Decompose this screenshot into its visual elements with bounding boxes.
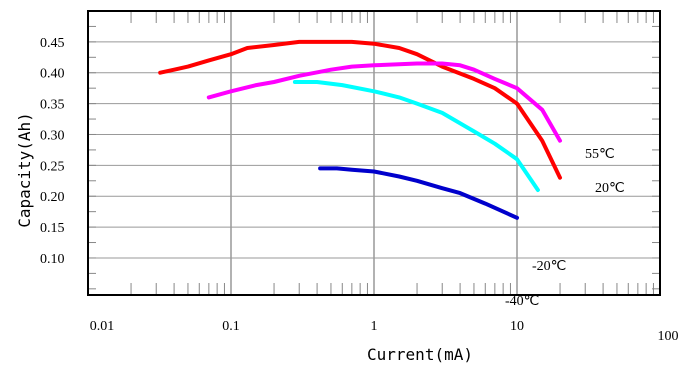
x-tick-labels: 0.01 0.1 1 10 100 bbox=[90, 319, 679, 344]
y-axis-title: Capacity(Ah) bbox=[15, 112, 34, 228]
x-tick-label: 1 bbox=[371, 319, 378, 334]
x-axis-title: Current(mA) bbox=[367, 345, 473, 364]
series-labels: 20℃ 55℃ -20℃ -40℃ bbox=[505, 147, 625, 309]
series-lines bbox=[158, 39, 562, 220]
series-label-3: -40℃ bbox=[505, 294, 539, 309]
grid bbox=[87, 11, 661, 295]
y-tick-labels: 0.10 0.15 0.20 0.25 0.30 0.35 0.40 0.45 bbox=[40, 36, 65, 267]
series-line-2 bbox=[292, 80, 540, 192]
x-tick-label: 10 bbox=[510, 319, 524, 334]
series-label-2: -20℃ bbox=[532, 259, 566, 274]
y-tick-label: 0.25 bbox=[40, 159, 65, 174]
y-tick-label: 0.15 bbox=[40, 221, 65, 236]
y-tick-label: 0.10 bbox=[40, 252, 65, 267]
x-tick-label: 0.01 bbox=[90, 319, 115, 334]
y-tick-label: 0.20 bbox=[40, 190, 65, 205]
series-label-0: 20℃ bbox=[595, 181, 625, 196]
series-line-1 bbox=[206, 61, 562, 143]
series-line-0 bbox=[158, 39, 562, 180]
series-line-3 bbox=[318, 166, 519, 220]
series-label-1: 55℃ bbox=[585, 147, 615, 162]
y-tick-label: 0.45 bbox=[40, 36, 65, 51]
y-tick-label: 0.30 bbox=[40, 128, 65, 143]
plot-frame bbox=[87, 10, 661, 296]
y-tick-label: 0.40 bbox=[40, 67, 65, 82]
x-tick-label: 0.1 bbox=[222, 319, 240, 334]
y-tick-label: 0.35 bbox=[40, 98, 65, 113]
x-tick-label: 100 bbox=[658, 329, 679, 344]
